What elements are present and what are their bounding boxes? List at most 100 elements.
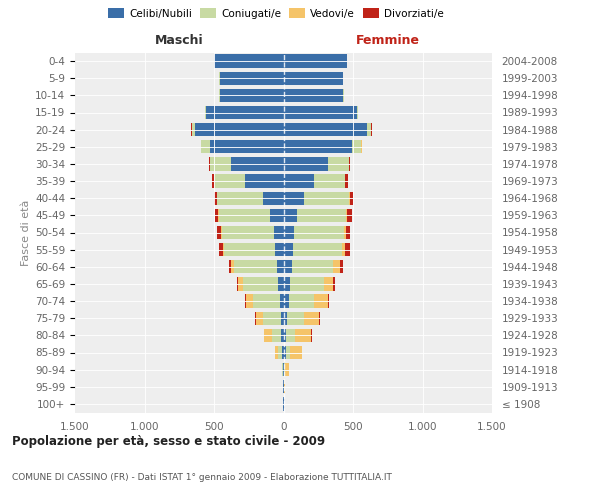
Bar — [352, 140, 361, 153]
Bar — [243, 277, 278, 290]
Bar — [269, 208, 284, 222]
Bar — [284, 88, 343, 102]
Bar — [286, 363, 289, 376]
Bar — [277, 260, 284, 274]
Bar — [284, 346, 286, 359]
Bar — [367, 123, 371, 136]
Bar — [290, 346, 302, 359]
Bar — [284, 106, 357, 119]
Bar — [284, 328, 286, 342]
Bar — [344, 243, 350, 256]
Bar — [287, 312, 304, 325]
Bar — [223, 243, 224, 256]
Bar — [346, 208, 347, 222]
Bar — [202, 140, 210, 153]
Bar — [234, 260, 277, 274]
Text: COMUNE DI CASSINO (FR) - Dati ISTAT 1° gennaio 2009 - Elaborazione TUTTITALIA.IT: COMUNE DI CASSINO (FR) - Dati ISTAT 1° g… — [12, 472, 392, 482]
Bar — [214, 174, 245, 188]
Bar — [275, 243, 284, 256]
Bar — [314, 174, 344, 188]
Bar — [278, 277, 284, 290]
Bar — [341, 243, 344, 256]
Bar — [319, 312, 320, 325]
Bar — [284, 192, 304, 205]
Bar — [217, 226, 221, 239]
Bar — [210, 140, 284, 153]
Bar — [214, 54, 284, 68]
Bar — [221, 226, 274, 239]
Bar — [284, 123, 367, 136]
Bar — [350, 192, 353, 205]
Bar — [236, 277, 238, 290]
Bar — [281, 312, 284, 325]
Bar — [275, 346, 278, 359]
Bar — [255, 312, 256, 325]
Bar — [194, 123, 284, 136]
Bar — [219, 243, 223, 256]
Bar — [284, 260, 292, 274]
Bar — [344, 226, 346, 239]
Bar — [345, 174, 347, 188]
Bar — [284, 243, 293, 256]
Bar — [284, 294, 289, 308]
Bar — [246, 294, 253, 308]
Bar — [284, 380, 285, 394]
Bar — [284, 140, 352, 153]
Bar — [286, 346, 290, 359]
Bar — [346, 226, 350, 239]
Bar — [284, 312, 287, 325]
Bar — [219, 208, 269, 222]
Bar — [304, 312, 319, 325]
Bar — [304, 192, 349, 205]
Bar — [286, 328, 295, 342]
Bar — [192, 123, 194, 136]
Bar — [280, 294, 284, 308]
Bar — [284, 208, 298, 222]
Bar — [284, 363, 286, 376]
Legend: Celibi/Nubili, Coniugati/e, Vedovi/e, Divorziati/e: Celibi/Nubili, Coniugati/e, Vedovi/e, Di… — [105, 5, 447, 21]
Bar — [298, 208, 346, 222]
Bar — [284, 226, 295, 239]
Bar — [290, 277, 324, 290]
Bar — [229, 260, 231, 274]
Bar — [284, 277, 290, 290]
Bar — [212, 174, 214, 188]
Bar — [281, 328, 284, 342]
Bar — [293, 243, 341, 256]
Bar — [284, 157, 328, 170]
Bar — [253, 294, 280, 308]
Bar — [245, 294, 246, 308]
Bar — [224, 243, 275, 256]
Bar — [263, 312, 281, 325]
Y-axis label: Fasce di età: Fasce di età — [21, 200, 31, 266]
Bar — [284, 174, 314, 188]
Bar — [333, 260, 340, 274]
Bar — [357, 106, 358, 119]
Bar — [340, 260, 343, 274]
Bar — [205, 106, 206, 119]
Bar — [284, 54, 347, 68]
Bar — [214, 192, 217, 205]
Bar — [295, 226, 344, 239]
Bar — [264, 328, 272, 342]
Bar — [314, 294, 328, 308]
Text: Femmine: Femmine — [356, 34, 420, 46]
Bar — [274, 226, 284, 239]
Text: Maschi: Maschi — [155, 34, 203, 46]
Bar — [210, 157, 230, 170]
Bar — [220, 72, 284, 85]
Bar — [347, 208, 352, 222]
Bar — [238, 277, 243, 290]
Bar — [278, 346, 282, 359]
Bar — [206, 106, 284, 119]
Bar — [215, 208, 218, 222]
Bar — [230, 157, 284, 170]
Bar — [231, 260, 234, 274]
Bar — [282, 346, 284, 359]
Bar — [349, 192, 350, 205]
Bar — [256, 312, 263, 325]
Bar — [328, 157, 349, 170]
Bar — [282, 363, 283, 376]
Bar — [333, 277, 335, 290]
Bar — [263, 192, 284, 205]
